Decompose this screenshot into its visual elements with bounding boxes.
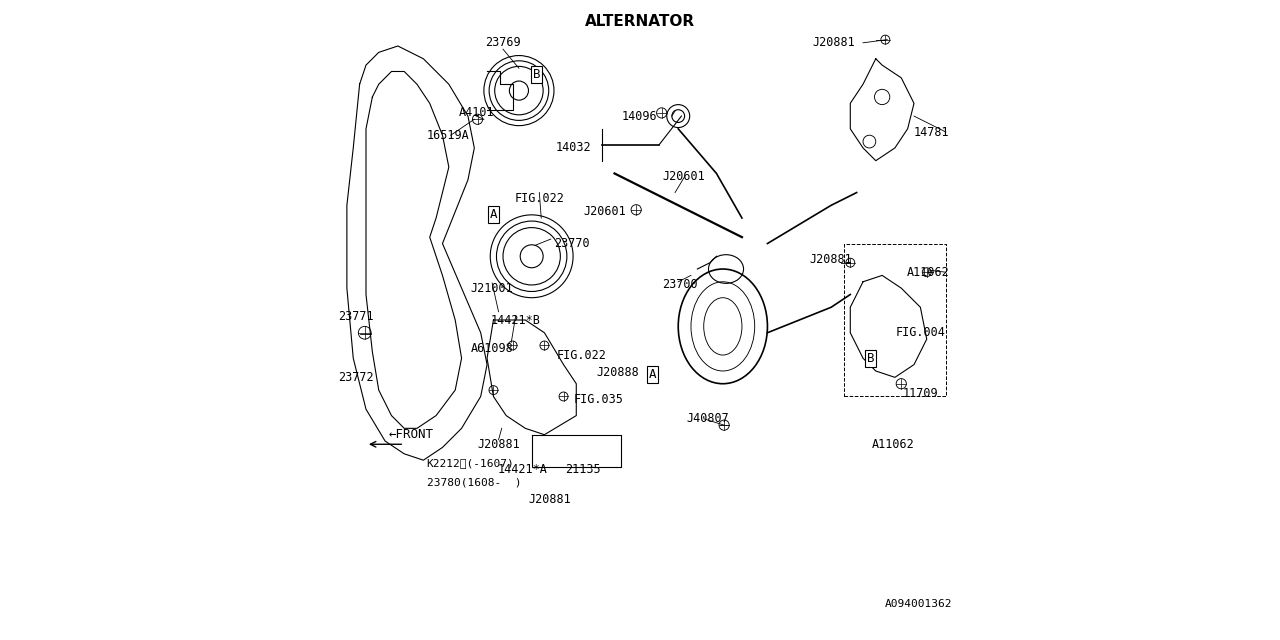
Text: ALTERNATOR: ALTERNATOR bbox=[585, 14, 695, 29]
Text: 14421*A: 14421*A bbox=[498, 463, 548, 476]
Text: J20881: J20881 bbox=[809, 253, 852, 266]
Text: A11062: A11062 bbox=[906, 266, 948, 278]
Text: J20601: J20601 bbox=[662, 170, 705, 183]
Text: J40807: J40807 bbox=[686, 412, 728, 425]
Text: A094001362: A094001362 bbox=[884, 598, 952, 609]
Text: B: B bbox=[867, 352, 874, 365]
Text: FIG.022: FIG.022 bbox=[515, 193, 564, 205]
Text: 23769: 23769 bbox=[485, 36, 521, 49]
Text: A: A bbox=[649, 367, 657, 381]
Text: 23780(1608-  ): 23780(1608- ) bbox=[426, 477, 521, 488]
Text: J20881: J20881 bbox=[529, 493, 571, 506]
Text: 23771: 23771 bbox=[339, 310, 374, 323]
Text: J20888: J20888 bbox=[596, 365, 640, 379]
Text: A61098: A61098 bbox=[471, 342, 513, 355]
Text: B: B bbox=[532, 68, 540, 81]
Text: J21001: J21001 bbox=[471, 282, 513, 294]
Text: A: A bbox=[490, 209, 497, 221]
Text: J20601: J20601 bbox=[584, 205, 626, 218]
Text: A4101: A4101 bbox=[458, 106, 494, 120]
Text: J20881: J20881 bbox=[812, 36, 855, 49]
Text: 23700: 23700 bbox=[662, 278, 698, 291]
Text: A11062: A11062 bbox=[872, 438, 914, 451]
Text: FIG.004: FIG.004 bbox=[896, 326, 946, 339]
Text: FIG.035: FIG.035 bbox=[573, 393, 623, 406]
Text: 14096: 14096 bbox=[622, 109, 657, 123]
Text: 11709: 11709 bbox=[902, 387, 938, 400]
Text: FIG.022: FIG.022 bbox=[557, 349, 607, 362]
Text: K2212　(-1607): K2212 (-1607) bbox=[426, 458, 515, 468]
Text: 14032: 14032 bbox=[556, 141, 591, 154]
Text: 23770: 23770 bbox=[554, 237, 590, 250]
Text: 14421*B: 14421*B bbox=[490, 314, 540, 326]
Text: ←FRONT: ←FRONT bbox=[388, 428, 434, 441]
Text: 21135: 21135 bbox=[564, 463, 600, 476]
Text: 16519A: 16519A bbox=[426, 129, 468, 141]
Text: 14781: 14781 bbox=[914, 125, 948, 138]
Text: 23772: 23772 bbox=[339, 371, 374, 384]
Text: J20881: J20881 bbox=[477, 438, 520, 451]
